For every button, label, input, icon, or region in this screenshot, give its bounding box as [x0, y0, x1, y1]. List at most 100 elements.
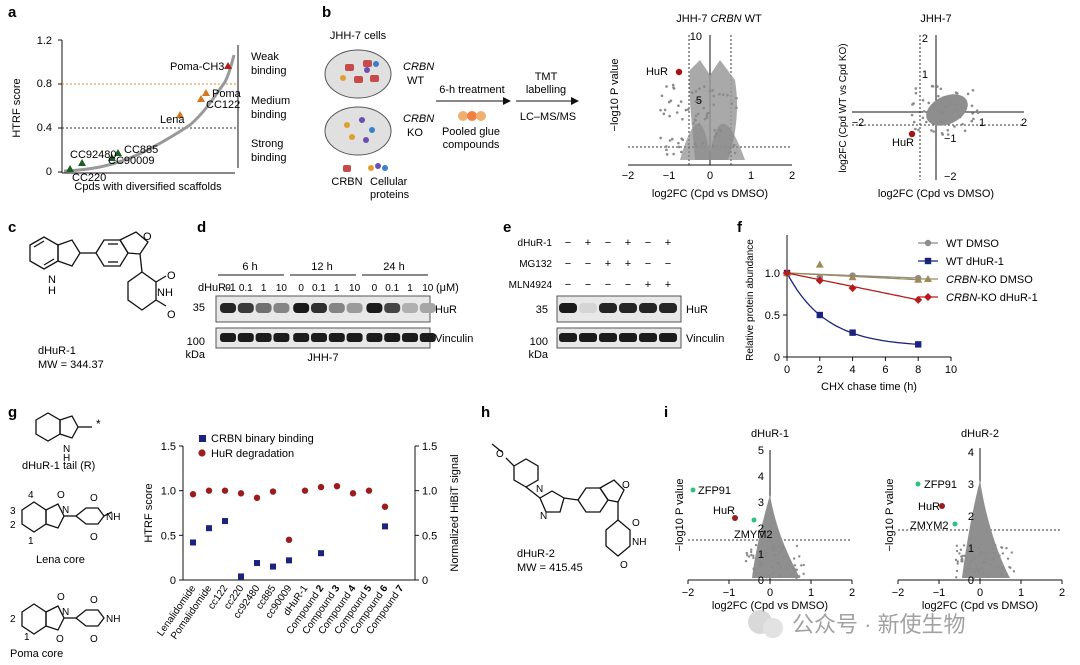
marker-cc90009: [108, 154, 116, 161]
wt-cell-contents: [340, 60, 379, 83]
volcano-point: [663, 108, 667, 112]
i-ytick-label: 5: [758, 445, 764, 457]
pooled-label: Pooled glue: [442, 126, 500, 138]
i-point: [994, 544, 997, 547]
e-sign: +: [625, 258, 631, 270]
e-hur-band: [579, 303, 597, 313]
i-point: [798, 555, 801, 558]
scatter-point: [943, 105, 947, 109]
i-point: [795, 544, 799, 548]
volcano-dhur1: dHuR-1 ZFP91 HuR ZMYM2 −2 −1 0 1 2 0 1 2 3 4 5 log…: [674, 428, 855, 612]
panel-label-d: d: [197, 219, 206, 236]
i-ytick-label: 1: [968, 543, 974, 555]
g-crbn-point: [270, 563, 276, 570]
volcano-point: [675, 111, 679, 114]
d-vinculin-band: [273, 333, 290, 342]
scatter-ytick-1: 1: [922, 69, 928, 81]
poma-core-structure: [21, 603, 105, 635]
volcano-point: [712, 103, 716, 106]
e-sign: +: [645, 279, 651, 291]
d-dose-label: 1: [261, 283, 267, 294]
i-left-scatter: [744, 543, 805, 580]
e-row-label: MLN4924: [509, 280, 553, 291]
wt-cell-dish: [324, 49, 392, 99]
scatter-point: [975, 109, 979, 113]
volcano-point: [726, 93, 729, 97]
wt-label: CRBN: [403, 61, 434, 73]
e-hur-band: [559, 303, 577, 313]
panel-label-i: i: [664, 404, 668, 421]
volcano-point: [711, 144, 715, 148]
i-point: [779, 565, 783, 569]
label-poma: Poma: [212, 88, 242, 100]
dhur2-o1: O: [632, 518, 640, 529]
volcano-title: JHH-7 CRBN WT: [676, 13, 762, 25]
g-hur-point: [381, 503, 389, 510]
pyrazole-n1: N: [536, 484, 543, 495]
i-point: [975, 564, 978, 568]
d-band-vinculin: Vinculin: [435, 333, 473, 345]
scatter-point: [972, 117, 975, 121]
i-ytick-label: 2: [968, 511, 974, 523]
scatter-hur-point: [908, 130, 916, 138]
scatter-point: [971, 112, 974, 115]
scatter-xtick-pos1: 1: [979, 117, 985, 129]
volcano-point: [665, 148, 668, 152]
volcano-point: [703, 117, 707, 121]
i-point: [776, 561, 779, 564]
scatter-point: [924, 120, 928, 124]
d-dose-label: 10: [276, 283, 288, 294]
g-hur-point: [269, 488, 277, 495]
i-point: [752, 556, 755, 560]
i-point: [960, 560, 963, 563]
g-crbn-point: [318, 550, 324, 557]
i-point: [777, 553, 780, 556]
scatter-points: [910, 84, 980, 136]
scatter-title: JHH-7: [920, 13, 951, 25]
crbn-legend-icon: [343, 165, 351, 172]
label-lena: Lena: [160, 114, 185, 126]
volcano-xtick: 2: [789, 170, 795, 182]
i-left-ylabel: −log10 P value: [674, 479, 686, 552]
i-point: [962, 544, 966, 547]
scatter-point: [954, 103, 957, 106]
f-ytick-label: 1.0: [765, 268, 780, 280]
marker-lena: [176, 111, 184, 118]
d-vinculin-bands: [220, 333, 436, 342]
i-left-label-hur: HuR: [713, 505, 735, 517]
labelling-label: labelling: [526, 84, 566, 96]
g-y2tick-label: 1.0: [422, 486, 437, 498]
f-ticks: 0 2 4 6 8 10 0 0.5 1.0: [765, 268, 957, 376]
volcano-point: [713, 135, 717, 138]
scatter-point: [971, 88, 975, 92]
volcano-point: [662, 112, 666, 116]
i-point: [970, 559, 973, 562]
f-legend: WT DMSO WT dHuR-1 CRBN-KO DMSO CRBN-KO dHuR…: [918, 238, 1038, 304]
i-point: [973, 570, 976, 574]
hur-point: [675, 68, 683, 76]
i-ytick-label: 2: [758, 523, 764, 535]
i-xtick-label: 2: [1059, 587, 1065, 599]
d-hur-band: [273, 303, 290, 313]
i-ytick-label: 3: [968, 479, 974, 491]
panel-label-f: f: [737, 219, 743, 236]
tail-label: dHuR-1 tail (R): [22, 460, 95, 472]
volcano-point: [672, 86, 675, 89]
e-vinculin-band: [599, 333, 617, 342]
scatter-point: [922, 110, 926, 113]
e-mw-100: 100: [530, 336, 548, 348]
e-vinculin-band: [579, 333, 597, 342]
f-ylabel: Relative protein abundance: [745, 239, 756, 361]
d-vinculin-band: [255, 333, 272, 342]
i-left-ticks: −2 −1 0 1 2 0 1 2 3 4 5: [682, 445, 855, 599]
lena-n: N: [62, 505, 69, 516]
scatter-point: [914, 91, 918, 95]
i-point: [767, 574, 770, 577]
i-right-point-cloud: [962, 480, 1010, 578]
e-vinculin-band: [559, 333, 577, 342]
label-cc90009: CC90009: [108, 155, 154, 167]
tail-asterisk: *: [96, 417, 101, 431]
volcano-point: [681, 117, 684, 121]
lena-o3: O: [90, 532, 98, 543]
i-point: [954, 558, 958, 562]
